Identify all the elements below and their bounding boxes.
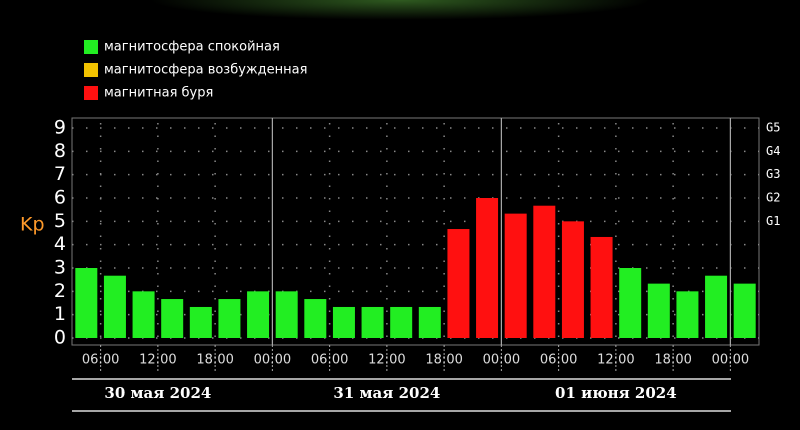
y-tick-label: 3 [54, 257, 66, 279]
x-tick-label: 18:00 [196, 353, 233, 368]
y-tick-label: 0 [54, 327, 66, 349]
y-tick-label: 4 [54, 233, 66, 255]
legend-label: магнитосфера возбужденная [104, 63, 307, 78]
x-tick-label: 00:00 [712, 353, 749, 368]
bar [75, 268, 98, 338]
x-tick-label: 06:00 [311, 353, 348, 368]
bar [132, 291, 155, 338]
x-tick-label: 18:00 [654, 353, 691, 368]
bar [390, 306, 413, 338]
y2-tick-label: G4 [766, 144, 780, 158]
x-tick-label: 00:00 [483, 353, 520, 368]
plot-frame [71, 117, 760, 346]
day-label: 31 мая 2024 [333, 384, 440, 402]
y-tick-label: 8 [54, 140, 66, 162]
y2-tick-label: G3 [766, 167, 780, 181]
legend-label: магнитная буря [104, 86, 213, 101]
panel [8, 22, 792, 430]
legend-label: магнитосфера спокойная [104, 40, 280, 55]
y-axis-label: Kp [20, 214, 45, 236]
bar [504, 213, 527, 338]
bar [476, 198, 499, 338]
bar [332, 306, 355, 338]
bar [447, 229, 470, 338]
legend-swatch [84, 63, 98, 77]
bar [733, 283, 756, 338]
bar [619, 268, 642, 338]
x-tick-label: 18:00 [425, 353, 462, 368]
bar [361, 306, 384, 338]
bar [590, 236, 613, 338]
bar [189, 306, 212, 338]
y2-tick-label: G1 [766, 214, 780, 228]
day-label: 01 июня 2024 [555, 384, 677, 402]
bar [533, 205, 556, 338]
bar [561, 221, 584, 338]
x-tick-label: 00:00 [254, 353, 291, 368]
bar [676, 291, 699, 338]
bar [418, 306, 441, 338]
y2-tick-label: G5 [766, 121, 780, 135]
x-tick-label: 12:00 [368, 353, 405, 368]
legend-swatch [84, 40, 98, 54]
x-tick-label: 12:00 [597, 353, 634, 368]
bar [161, 299, 184, 338]
x-tick-label: 06:00 [540, 353, 577, 368]
y-tick-label: 1 [54, 303, 66, 325]
y-tick-label: 7 [54, 163, 66, 185]
y-tick-label: 6 [54, 187, 66, 209]
bar [218, 299, 241, 338]
bar [275, 291, 298, 338]
bar [247, 291, 270, 338]
x-tick-label: 12:00 [139, 353, 176, 368]
bar [304, 299, 327, 338]
legend-swatch [84, 86, 98, 100]
y-tick-label: 2 [54, 280, 66, 302]
y2-tick-label: G2 [766, 191, 780, 205]
y-tick-label: 5 [54, 210, 66, 232]
bar [103, 275, 126, 338]
x-tick-label: 06:00 [82, 353, 119, 368]
y-tick-label: 9 [54, 117, 66, 139]
bar [705, 275, 728, 338]
bar [647, 283, 670, 338]
day-label: 30 мая 2024 [104, 384, 211, 402]
